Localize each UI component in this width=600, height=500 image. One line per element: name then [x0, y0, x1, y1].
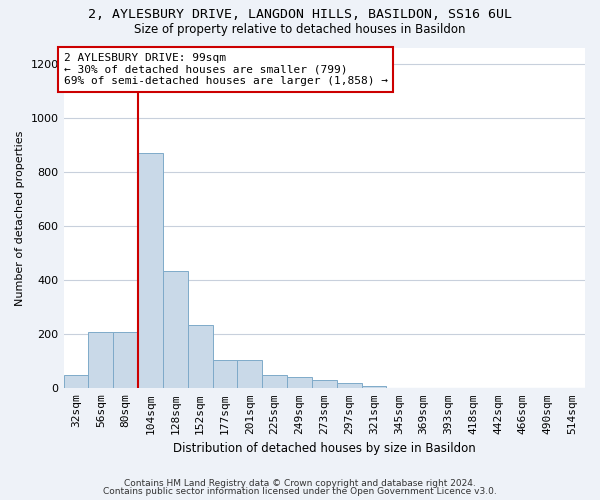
Bar — [337, 383, 362, 388]
Bar — [362, 386, 386, 388]
Text: 2, AYLESBURY DRIVE, LANGDON HILLS, BASILDON, SS16 6UL: 2, AYLESBURY DRIVE, LANGDON HILLS, BASIL… — [88, 8, 512, 20]
Text: 2 AYLESBURY DRIVE: 99sqm
← 30% of detached houses are smaller (799)
69% of semi-: 2 AYLESBURY DRIVE: 99sqm ← 30% of detach… — [64, 53, 388, 86]
X-axis label: Distribution of detached houses by size in Basildon: Distribution of detached houses by size … — [173, 442, 476, 455]
Bar — [287, 378, 312, 388]
Bar — [312, 380, 337, 388]
Bar — [64, 375, 88, 388]
Bar — [188, 324, 212, 388]
Bar — [212, 360, 238, 388]
Text: Contains HM Land Registry data © Crown copyright and database right 2024.: Contains HM Land Registry data © Crown c… — [124, 478, 476, 488]
Text: Size of property relative to detached houses in Basildon: Size of property relative to detached ho… — [134, 22, 466, 36]
Bar — [88, 332, 113, 388]
Bar — [113, 332, 138, 388]
Bar — [138, 153, 163, 388]
Bar — [163, 270, 188, 388]
Bar — [238, 360, 262, 388]
Bar — [262, 376, 287, 388]
Text: Contains public sector information licensed under the Open Government Licence v3: Contains public sector information licen… — [103, 487, 497, 496]
Y-axis label: Number of detached properties: Number of detached properties — [15, 130, 25, 306]
